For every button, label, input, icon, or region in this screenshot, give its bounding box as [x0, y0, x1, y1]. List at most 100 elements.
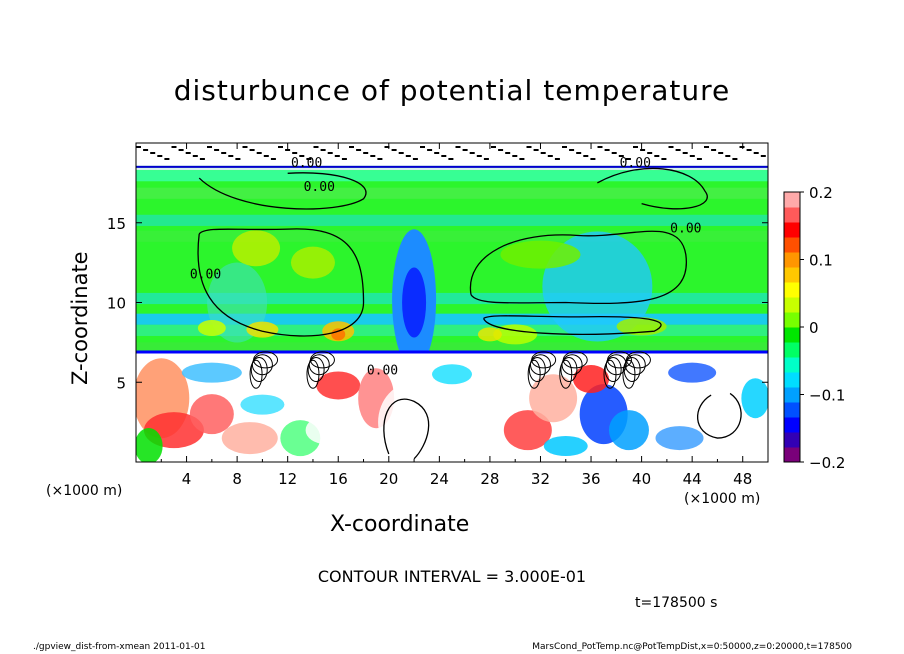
- colorbar-segment: [784, 282, 800, 298]
- footer-left: ./gpview_dist-from-xmean 2011-01-01: [33, 642, 206, 652]
- turbulent-patch-9: [378, 382, 451, 462]
- top-noise: [476, 155, 482, 157]
- top-noise: [377, 158, 383, 160]
- top-noise: [675, 149, 681, 151]
- top-noise: [178, 149, 184, 151]
- colorbar-segment: [784, 327, 800, 343]
- colorbar-segment: [784, 357, 800, 373]
- y-tick-label: 5: [116, 374, 126, 392]
- colorbar-segment: [784, 447, 800, 463]
- x-tick-label: 8: [232, 470, 242, 488]
- contour-cluster-3-1: [560, 356, 578, 382]
- time-text: t=178500 s: [635, 595, 718, 611]
- top-noise: [235, 158, 241, 160]
- colorbar-tick-label: −0.2: [809, 454, 845, 472]
- turbulent-patch-12: [503, 410, 552, 451]
- turbulent-patch-16: [608, 410, 649, 451]
- colorbar-tick-label: 0.1: [809, 252, 833, 270]
- colorbar-segment: [784, 432, 800, 448]
- top-noise: [356, 149, 362, 151]
- top-noise: [412, 158, 418, 160]
- contour-cluster-4-1: [604, 356, 622, 382]
- chart-title: disturbunce of potential temperature: [173, 74, 731, 107]
- contour-cluster-2-1: [528, 356, 546, 382]
- top-noise: [576, 152, 582, 154]
- top-noise: [157, 155, 163, 157]
- top-noise: [554, 158, 560, 160]
- top-noise: [512, 155, 518, 157]
- colorbar-segment: [784, 402, 800, 418]
- top-noise: [682, 152, 688, 154]
- top-noise: [519, 158, 525, 160]
- top-noise: [256, 152, 262, 154]
- top-noise: [299, 155, 305, 157]
- cold-core: [402, 267, 427, 338]
- top-noise: [590, 158, 596, 160]
- top-noise: [143, 149, 149, 151]
- top-noise: [533, 149, 539, 151]
- top-noise: [207, 146, 212, 148]
- colorbar-segment: [784, 252, 800, 268]
- x-tick-label: 20: [379, 470, 398, 488]
- contour-cluster-3-3: [562, 351, 588, 369]
- heatmap-field: 0.00 0.00 0.00 0.00 0.00 0.00: [136, 143, 768, 462]
- band-9: [136, 342, 768, 354]
- top-noise: [611, 152, 617, 154]
- cold-region-3: [207, 262, 268, 343]
- contour-label: 0.00: [190, 268, 221, 283]
- top-noise: [228, 155, 234, 157]
- top-noise: [732, 158, 738, 160]
- contour-cluster-2-3: [531, 351, 557, 369]
- top-noise: [583, 155, 589, 157]
- warm-blob-9: [500, 240, 581, 269]
- top-noise: [604, 149, 610, 151]
- top-noise: [136, 146, 141, 148]
- top-noise: [689, 155, 695, 157]
- turbulent-patch-2: [189, 394, 234, 435]
- contour-label: 0.00: [291, 156, 322, 171]
- contour-line-0: [198, 172, 367, 210]
- top-layer: [136, 143, 768, 166]
- contour-cluster-1-2: [308, 354, 330, 376]
- top-noise: [349, 146, 354, 148]
- warm-blob-5: [477, 327, 502, 342]
- turbulent-patch-7: [305, 416, 346, 445]
- top-noise: [625, 158, 631, 160]
- colorbar-segment: [784, 342, 800, 358]
- top-noise: [711, 149, 717, 151]
- contour-cluster-0-3: [253, 351, 279, 369]
- x-tick-label: 12: [278, 470, 297, 488]
- colorbar-segment: [784, 207, 800, 223]
- top-noise: [150, 152, 156, 154]
- turbulent-patch-25: [136, 428, 163, 462]
- warm-blob-4: [493, 324, 538, 345]
- top-noise: [192, 155, 198, 157]
- top-noise: [739, 146, 745, 148]
- contour-line-3: [482, 315, 662, 335]
- warm-blob-8: [290, 246, 335, 279]
- warm-blob-3: [197, 320, 226, 337]
- colorbar-segment: [784, 237, 800, 253]
- x-unit-label: (×1000 m): [684, 491, 761, 507]
- top-noise: [214, 149, 220, 151]
- footer-right: MarsCond_PotTemp.nc@PotTempDist,x=0:5000…: [532, 642, 852, 652]
- turbulent-patch-23: [181, 362, 242, 383]
- colorbar-segment: [784, 372, 800, 388]
- band-4: [136, 214, 768, 226]
- x-tick-label: 48: [733, 470, 752, 488]
- top-noise: [292, 152, 298, 154]
- top-noise: [384, 146, 390, 148]
- top-noise: [753, 152, 759, 154]
- contour-cluster-5-1: [623, 356, 641, 382]
- top-noise: [249, 149, 255, 151]
- top-noise: [341, 158, 347, 160]
- x-tick-label: 4: [182, 470, 192, 488]
- contour-cluster-5-3: [625, 351, 651, 369]
- colorbar-segment: [784, 297, 800, 313]
- top-noise: [285, 149, 291, 151]
- top-noise: [199, 158, 205, 160]
- contour-cluster-2-2: [529, 354, 551, 376]
- top-noise: [420, 146, 425, 148]
- turbulent-patch-4: [240, 394, 285, 415]
